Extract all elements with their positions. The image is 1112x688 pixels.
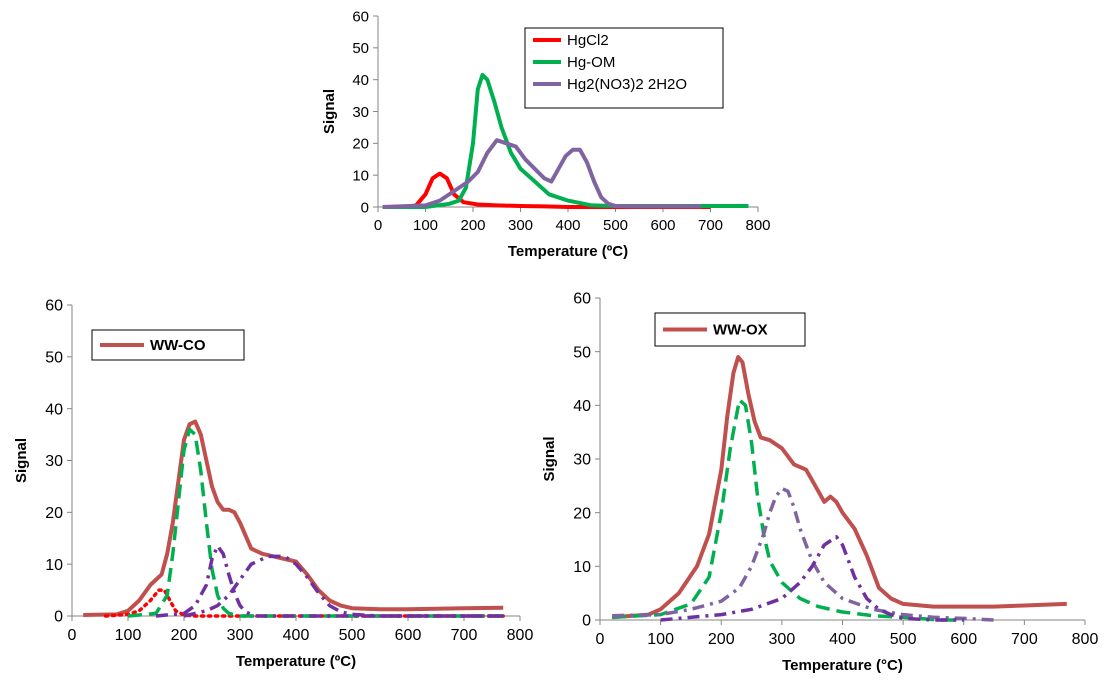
fit-component-line-4 — [183, 554, 504, 618]
y-tick-label: 30 — [352, 104, 369, 121]
y-tick-label: 20 — [573, 505, 591, 522]
fit-component-line-3 — [660, 535, 964, 622]
y-tick-label: 0 — [582, 613, 591, 630]
legend-label: HgCl2 — [567, 32, 609, 49]
x-tick-label: 700 — [1011, 631, 1038, 648]
legend-label: Hg-OM — [567, 54, 615, 71]
y-tick-label: 30 — [573, 452, 591, 469]
x-tick-label: 400 — [555, 217, 580, 234]
legend-label: WW-OX — [713, 322, 768, 339]
x-tick-label: 600 — [950, 631, 977, 648]
series-line-hg-om — [382, 72, 749, 209]
legend: WW-OX — [654, 312, 806, 347]
fit-component-line-2 — [127, 427, 504, 618]
fit-component-line-3 — [155, 544, 504, 618]
series-line-ww-co — [83, 419, 504, 617]
x-tick-label: 400 — [829, 631, 856, 648]
y-tick-label: 60 — [352, 8, 369, 25]
y-tick-label: 60 — [573, 291, 591, 308]
x-tick-label: 300 — [769, 631, 796, 648]
x-tick-label: 100 — [413, 217, 438, 234]
x-tick-label: 800 — [745, 217, 770, 234]
x-tick-label: 800 — [1072, 631, 1099, 648]
y-tick-label: 20 — [45, 505, 63, 522]
x-tick-label: 500 — [339, 627, 366, 644]
legend-label: Hg2(NO3)2 2H2O — [567, 76, 687, 93]
y-tick-label: 30 — [45, 453, 63, 470]
x-tick-label: 500 — [603, 217, 628, 234]
x-tick-label: 500 — [890, 631, 917, 648]
fit-component-line-1 — [612, 398, 964, 622]
y-axis-title: Signal — [13, 438, 30, 483]
y-axis-title: Signal — [541, 436, 558, 481]
x-tick-label: 400 — [283, 627, 310, 644]
y-tick-label: 50 — [352, 40, 369, 57]
x-tick-label: 300 — [508, 217, 533, 234]
x-axis-title: Temperature (ºC) — [236, 653, 356, 670]
y-tick-label: 60 — [45, 298, 63, 315]
y-tick-label: 0 — [54, 609, 63, 626]
series-line-hg2-no3-2-2h2o — [382, 138, 701, 209]
x-tick-label: 600 — [650, 217, 675, 234]
legend: WW-CO — [91, 329, 245, 361]
legend-label: WW-CO — [150, 337, 206, 354]
y-tick-label: 10 — [45, 557, 63, 574]
x-tick-label: 200 — [171, 627, 198, 644]
x-axis-title: Temperature (ºC) — [508, 243, 628, 260]
fit-component-line-1 — [103, 588, 505, 618]
y-tick-label: 10 — [352, 167, 369, 184]
x-tick-label: 200 — [708, 631, 735, 648]
y-tick-label: 20 — [352, 136, 369, 153]
y-tick-label: 0 — [361, 199, 369, 216]
x-tick-label: 700 — [698, 217, 723, 234]
series-line-ww-ox — [611, 355, 1067, 620]
x-tick-label: 800 — [507, 627, 534, 644]
x-tick-label: 600 — [395, 627, 422, 644]
x-tick-label: 200 — [460, 217, 485, 234]
y-axis-title: Signal — [321, 89, 338, 134]
y-tick-label: 40 — [573, 398, 591, 415]
x-tick-label: 700 — [451, 627, 478, 644]
y-tick-label: 40 — [45, 401, 63, 418]
x-tick-label: 0 — [374, 217, 382, 234]
x-tick-label: 0 — [68, 627, 77, 644]
legend: HgCl2 Hg-OM Hg2(NO3)2 2H2O — [524, 27, 724, 109]
x-tick-label: 100 — [115, 627, 142, 644]
y-tick-label: 10 — [573, 559, 591, 576]
x-tick-label: 100 — [647, 631, 674, 648]
x-tick-label: 300 — [227, 627, 254, 644]
x-tick-label: 0 — [596, 631, 605, 648]
x-axis-title: Temperature (°C) — [782, 657, 903, 674]
y-tick-label: 40 — [352, 72, 369, 89]
y-tick-label: 50 — [45, 349, 63, 366]
series-line-hgcl2 — [382, 171, 711, 209]
y-tick-label: 50 — [573, 344, 591, 361]
